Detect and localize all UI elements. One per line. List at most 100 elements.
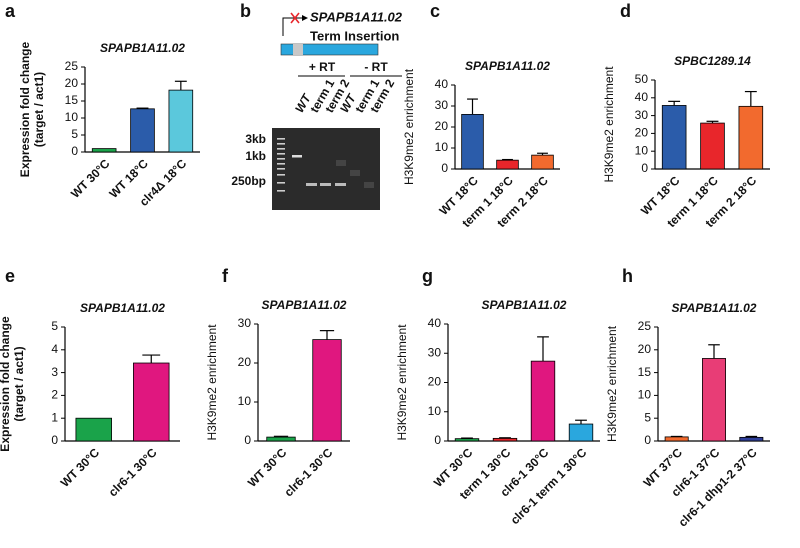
x-tick-label: clr6-1 30°C <box>282 445 336 499</box>
bar <box>266 436 296 442</box>
bar <box>739 436 764 442</box>
y-tick-label: 0 <box>51 433 58 447</box>
y-tick-label: 25 <box>65 59 79 73</box>
bar <box>130 108 155 153</box>
y-tick-label: 5 <box>71 127 78 141</box>
y-axis-label: H3K9me2 enrichment <box>205 324 219 441</box>
y-tick-label: 20 <box>428 375 442 389</box>
smear <box>350 170 360 176</box>
ladder-band <box>277 174 285 176</box>
gene-body <box>280 43 379 56</box>
gel-image <box>272 128 380 210</box>
y-tick-label: 30 <box>428 345 442 359</box>
bar <box>530 360 556 442</box>
y-tick-label: 0 <box>441 161 448 175</box>
bar <box>492 437 518 442</box>
y-tick-label: 10 <box>238 394 252 408</box>
bar <box>454 438 480 442</box>
y-tick-label: 20 <box>635 126 649 140</box>
band <box>292 155 302 158</box>
y-tick-label: 20 <box>65 76 79 90</box>
panel-label: h <box>622 266 633 286</box>
y-tick-label: 50 <box>635 72 649 86</box>
panel-label: f <box>222 266 229 286</box>
chart-title: SPAPB1A11.02 <box>465 59 550 73</box>
chart-title: SPAPB1A11.02 <box>100 41 185 55</box>
band <box>320 183 331 186</box>
ladder-band <box>277 138 285 140</box>
group-label: - RT <box>364 60 388 74</box>
bar <box>461 114 484 170</box>
panel-label: g <box>422 266 433 286</box>
construct-label: Term Insertion <box>310 28 399 43</box>
panel-label: c <box>430 1 440 21</box>
insertion <box>293 44 303 55</box>
y-tick-label: 0 <box>244 433 251 447</box>
y-axis-label: H3K9me2 enrichment <box>602 66 616 183</box>
y-tick-label: 25 <box>638 319 652 333</box>
ladder-band <box>277 153 285 155</box>
y-tick-label: 30 <box>435 98 449 112</box>
x-tick-label: WT 30°C <box>58 445 103 490</box>
y-tick-label: 0 <box>644 433 651 447</box>
y-tick-label: 4 <box>51 342 58 356</box>
block-x <box>290 12 300 24</box>
y-axis-label: H3K9me2 enrichment <box>402 68 416 185</box>
smear <box>364 182 374 188</box>
bar <box>738 105 764 170</box>
y-tick-label: 30 <box>238 316 252 330</box>
chart-title: SPAPB1A11.02 <box>262 298 347 312</box>
y-axis-label: Expression fold change <box>18 41 32 177</box>
bar <box>661 105 687 170</box>
y-axis-label: (target / act1) <box>32 72 46 147</box>
chart-title: SPAPB1A11.02 <box>482 298 567 312</box>
x-tick-label: clr6-1 30°C <box>106 445 160 499</box>
y-tick-label: 2 <box>51 388 58 402</box>
y-tick-label: 20 <box>435 119 449 133</box>
ladder-band <box>277 190 285 192</box>
y-axis-label: Expression fold change <box>0 316 12 452</box>
gene-label: SPAPB1A11.02 <box>310 9 403 24</box>
panel-label: b <box>240 1 251 21</box>
ladder-band <box>277 158 285 160</box>
ladder-band <box>277 143 285 145</box>
band <box>335 183 346 186</box>
y-tick-label: 20 <box>638 342 652 356</box>
chart-title: SPAPB1A11.02 <box>80 301 165 315</box>
bar <box>75 417 112 442</box>
bar <box>702 358 726 442</box>
bar <box>700 122 725 170</box>
panel-label: d <box>620 1 631 21</box>
y-tick-label: 3 <box>51 365 58 379</box>
chart-title: SPBC1289.14 <box>674 54 751 68</box>
panel-label: a <box>5 1 16 21</box>
y-tick-label: 10 <box>65 110 79 124</box>
y-tick-label: 20 <box>238 355 252 369</box>
x-tick-label: WT 30°C <box>68 156 113 201</box>
ladder-band <box>277 168 285 170</box>
y-tick-label: 40 <box>428 316 442 330</box>
y-tick-label: 5 <box>644 410 651 424</box>
arrow-head <box>302 15 308 21</box>
y-tick-label: 10 <box>435 140 449 154</box>
y-tick-label: 15 <box>638 365 652 379</box>
y-tick-label: 0 <box>71 144 78 158</box>
panel-label: e <box>5 266 15 286</box>
bar <box>133 362 170 442</box>
y-tick-label: 40 <box>435 77 449 91</box>
group-label: + RT <box>309 60 336 74</box>
y-tick-label: 0 <box>434 433 441 447</box>
y-axis-label: H3K9me2 enrichment <box>395 324 409 441</box>
y-axis-label: H3K9me2 enrichment <box>605 325 619 442</box>
marker-label: 250bp <box>231 174 266 188</box>
chart-title: SPAPB1A11.02 <box>672 301 757 315</box>
bar <box>312 339 342 442</box>
y-tick-label: 15 <box>65 93 79 107</box>
x-tick-label: WT 30°C <box>245 445 290 490</box>
smear <box>336 160 346 166</box>
bar <box>664 436 689 442</box>
y-tick-label: 10 <box>635 143 649 157</box>
y-tick-label: 5 <box>51 319 58 333</box>
y-tick-label: 30 <box>635 108 649 122</box>
